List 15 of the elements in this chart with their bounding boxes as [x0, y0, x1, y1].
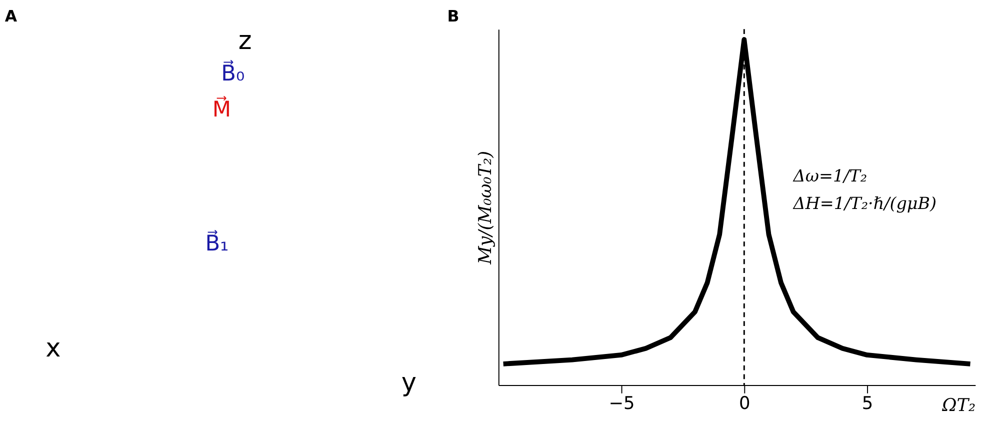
- text: B⃗₁: [205, 229, 229, 256]
- y-axis-title: My/(M₀ω₀T₂): [476, 150, 496, 266]
- x-tick-label: −5: [608, 394, 635, 414]
- chart-title: B: [447, 6, 460, 26]
- text: z: [238, 26, 252, 56]
- text: y: [401, 368, 416, 398]
- text: A: [4, 6, 18, 26]
- annotation: Δω=1/T₂: [792, 166, 868, 186]
- text: x: [46, 334, 61, 364]
- x-axis-title: ΩT₂: [941, 396, 976, 416]
- text: B⃗₀: [221, 59, 245, 86]
- x-tick-label: 5: [862, 394, 874, 414]
- text: M⃗: [212, 96, 231, 123]
- x-tick-label: 0: [739, 394, 750, 414]
- annotation: ΔH=1/T₂·ℏ/(gμB): [792, 193, 937, 214]
